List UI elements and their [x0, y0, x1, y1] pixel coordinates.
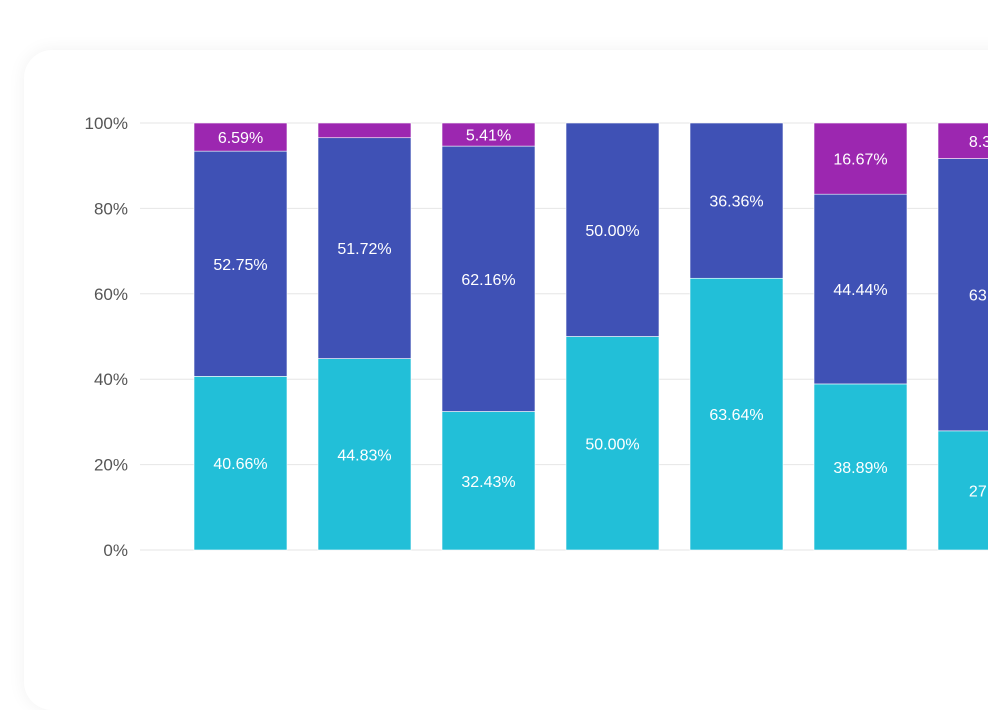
bar-segment-label: 38.89% [833, 460, 887, 477]
bar-segment [565, 336, 660, 551]
bar-segment-label: 5.41% [466, 128, 511, 145]
y-tick-label: 20% [94, 456, 128, 475]
bar-segment-label: 52.75% [213, 257, 267, 274]
y-tick-label: 60% [94, 285, 128, 304]
bar-segment [317, 358, 412, 551]
bar-segment-label: 27.9 [969, 483, 988, 500]
segment-labels: 40.66% 52.75% 6.59% 44.83% 51.72% 32.43% 62.16… [213, 128, 988, 501]
bar-segment [937, 158, 988, 432]
bar-segment [813, 383, 908, 551]
bar-segment [193, 376, 288, 551]
bar-segment-label: 36.36% [709, 194, 763, 211]
bars [193, 122, 988, 551]
bar-segment [813, 193, 908, 385]
stacked-bar-chart: 0% 20% 40% 60% 80% 100% 40.66% 52.75% 6.59% 44.8… [85, 114, 988, 560]
bar-segment [441, 122, 536, 147]
y-tick-label: 80% [94, 199, 128, 218]
bar-segment [565, 122, 660, 337]
bar-segment-label: 16.67% [833, 152, 887, 169]
y-tick-label: 40% [94, 370, 128, 389]
bar-segment [689, 122, 784, 279]
bar-segment-label: 40.66% [213, 456, 267, 473]
bar-segment [937, 430, 988, 551]
bar-segment-label: 51.72% [337, 241, 391, 258]
bar-segment [937, 122, 988, 159]
bar-segment [441, 411, 536, 551]
bar-segment-label: 62.16% [461, 272, 515, 289]
bar-segment [193, 122, 288, 152]
bar-segment-label: 32.43% [461, 474, 515, 491]
bar-segment-label: 44.44% [833, 282, 887, 299]
y-tick-label: 0% [103, 541, 128, 560]
bar-segment [317, 122, 412, 139]
bar-segment-label: 44.83% [337, 447, 391, 464]
bar-segment-label: 63.7 [969, 288, 988, 305]
bar-segment [317, 137, 412, 359]
bar-segment-label: 6.59% [218, 130, 263, 147]
bar-segment-label: 8.33 [969, 134, 988, 151]
y-axis-ticks: 0% 20% 40% 60% 80% 100% [85, 114, 128, 560]
bar-segment-label: 50.00% [585, 223, 639, 240]
bar-segment-label: 50.00% [585, 436, 639, 453]
bar-segment [689, 277, 784, 551]
y-tick-label: 100% [85, 114, 128, 133]
bar-segment-label: 63.64% [709, 407, 763, 424]
bar-segment [813, 122, 908, 195]
bar-segment [193, 150, 288, 377]
